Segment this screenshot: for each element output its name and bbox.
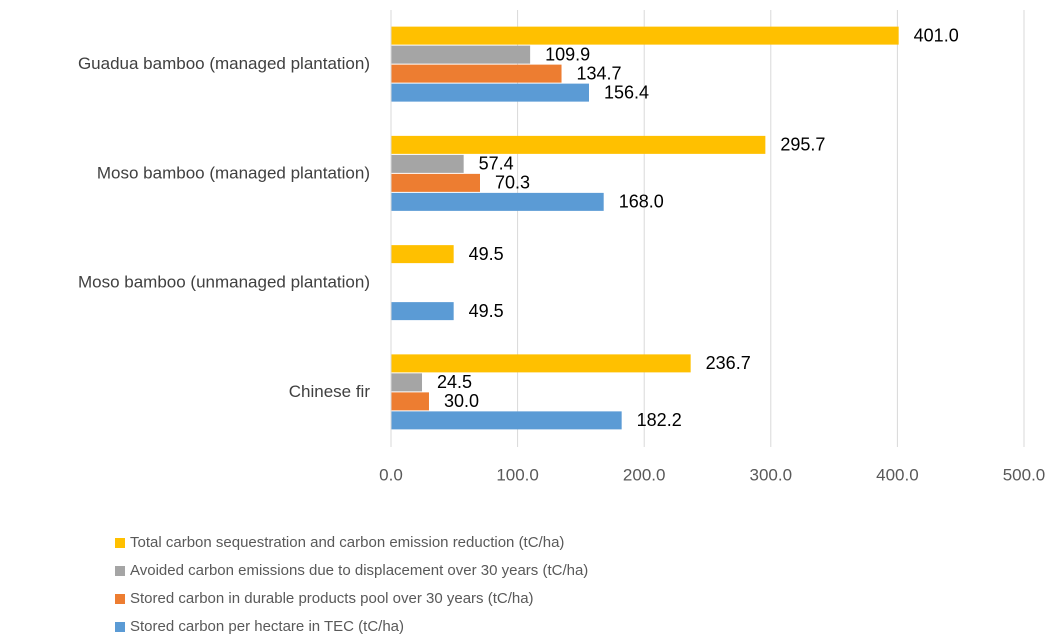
bar bbox=[391, 154, 464, 173]
x-tick-label: 200.0 bbox=[623, 465, 666, 484]
bar bbox=[391, 26, 899, 45]
bar bbox=[391, 135, 766, 154]
value-label: 49.5 bbox=[469, 301, 504, 321]
legend-swatch bbox=[115, 594, 125, 604]
bar bbox=[391, 392, 429, 411]
bar bbox=[391, 373, 423, 392]
legend-label: Avoided carbon emissions due to displace… bbox=[130, 562, 588, 579]
bar bbox=[391, 411, 622, 430]
value-label: 156.4 bbox=[604, 82, 649, 102]
value-label: 57.4 bbox=[479, 154, 514, 174]
value-label: 24.5 bbox=[437, 372, 472, 392]
legend-swatch bbox=[115, 622, 125, 632]
category-label: Moso bamboo (unmanaged plantation) bbox=[78, 273, 370, 292]
value-label: 70.3 bbox=[495, 173, 530, 193]
value-label: 182.2 bbox=[637, 410, 682, 430]
bar bbox=[391, 302, 454, 321]
category-label: Chinese fir bbox=[289, 382, 371, 401]
value-label: 401.0 bbox=[914, 25, 959, 45]
bar bbox=[391, 245, 454, 264]
legend-swatch bbox=[115, 566, 125, 576]
value-label: 30.0 bbox=[444, 391, 479, 411]
x-tick-label: 0.0 bbox=[379, 465, 403, 484]
bar bbox=[391, 45, 531, 64]
legend-label: Total carbon sequestration and carbon em… bbox=[130, 534, 564, 551]
legend-label: Stored carbon per hectare in TEC (tC/ha) bbox=[130, 618, 404, 635]
bar bbox=[391, 83, 590, 102]
legend-label: Stored carbon in durable products pool o… bbox=[130, 590, 534, 607]
value-label: 134.7 bbox=[577, 63, 622, 83]
bar bbox=[391, 64, 562, 83]
bar bbox=[391, 173, 480, 192]
x-tick-label: 100.0 bbox=[496, 465, 539, 484]
legend-swatch bbox=[115, 538, 125, 548]
x-tick-label: 500.0 bbox=[1003, 465, 1046, 484]
category-label: Guadua bamboo (managed plantation) bbox=[78, 54, 370, 73]
value-label: 109.9 bbox=[545, 44, 590, 64]
value-label: 49.5 bbox=[469, 244, 504, 264]
category-label: Moso bamboo (managed plantation) bbox=[97, 163, 370, 182]
bar bbox=[391, 192, 604, 211]
value-label: 295.7 bbox=[780, 135, 825, 155]
x-tick-label: 400.0 bbox=[876, 465, 919, 484]
value-label: 168.0 bbox=[619, 192, 664, 212]
x-tick-label: 300.0 bbox=[750, 465, 793, 484]
value-label: 236.7 bbox=[706, 353, 751, 373]
bar bbox=[391, 354, 691, 373]
